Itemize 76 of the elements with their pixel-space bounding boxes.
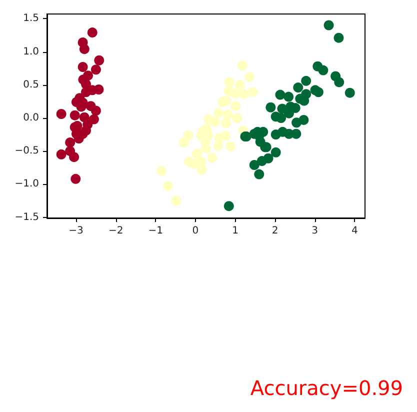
point <box>301 76 312 86</box>
point <box>221 118 232 128</box>
point <box>232 112 242 123</box>
point <box>224 201 234 212</box>
point <box>213 140 224 151</box>
y-tick-label: 0.5 <box>23 79 39 90</box>
x-tick-label: −1 <box>148 226 164 236</box>
point <box>270 147 281 158</box>
point <box>239 89 250 100</box>
point <box>94 55 104 66</box>
y-tick-label: −0.5 <box>14 146 39 157</box>
x-tick-label: 3 <box>312 226 318 236</box>
point <box>237 60 248 71</box>
point <box>221 96 232 106</box>
point <box>292 118 302 128</box>
point <box>249 160 260 170</box>
point <box>56 149 66 160</box>
point <box>256 156 267 166</box>
x-tick-label: 0 <box>192 226 199 236</box>
point <box>293 82 304 93</box>
point <box>196 164 207 175</box>
point <box>266 102 276 112</box>
y-tick-label: 1.0 <box>23 46 39 58</box>
point <box>207 152 218 163</box>
x-tick-label: 2 <box>272 226 278 236</box>
point <box>275 90 286 100</box>
x-tick-label: −3 <box>68 226 84 236</box>
point <box>70 174 81 184</box>
point <box>183 130 194 140</box>
point <box>69 152 80 162</box>
point <box>224 77 234 88</box>
point <box>90 106 101 116</box>
point <box>87 28 98 38</box>
point <box>324 20 334 30</box>
point <box>200 143 211 154</box>
point <box>196 156 206 167</box>
y-tick-label: −1.5 <box>14 212 39 223</box>
point <box>56 109 66 120</box>
point <box>70 110 80 120</box>
point <box>178 137 189 148</box>
point <box>163 181 173 192</box>
point <box>318 65 328 76</box>
point <box>244 72 255 82</box>
x-tick-label: 4 <box>351 226 358 236</box>
y-tick-label: −1.0 <box>14 178 39 190</box>
point <box>171 196 182 206</box>
point <box>313 87 324 98</box>
point <box>81 87 92 98</box>
point <box>65 137 76 148</box>
point <box>254 169 264 180</box>
point <box>291 128 302 139</box>
point <box>230 88 240 98</box>
point <box>334 77 344 88</box>
point <box>88 114 99 124</box>
point <box>334 32 344 43</box>
x-tick-label: 1 <box>232 226 238 236</box>
point <box>156 166 167 176</box>
point <box>79 44 90 54</box>
y-tick-label: 1.5 <box>23 13 39 24</box>
point <box>78 62 88 72</box>
y-tick-label: 0.0 <box>23 112 39 124</box>
point <box>192 148 202 159</box>
point <box>276 112 286 123</box>
point <box>344 88 355 98</box>
point <box>210 116 220 127</box>
point <box>225 141 236 152</box>
point <box>72 120 82 131</box>
point <box>90 64 101 75</box>
point <box>223 110 234 120</box>
point <box>230 101 241 112</box>
point <box>248 87 258 98</box>
point <box>214 108 224 118</box>
point <box>284 92 294 102</box>
text: Accuracy=0.99 <box>250 376 404 400</box>
point <box>235 80 246 90</box>
x-tick-label: −2 <box>108 226 124 236</box>
